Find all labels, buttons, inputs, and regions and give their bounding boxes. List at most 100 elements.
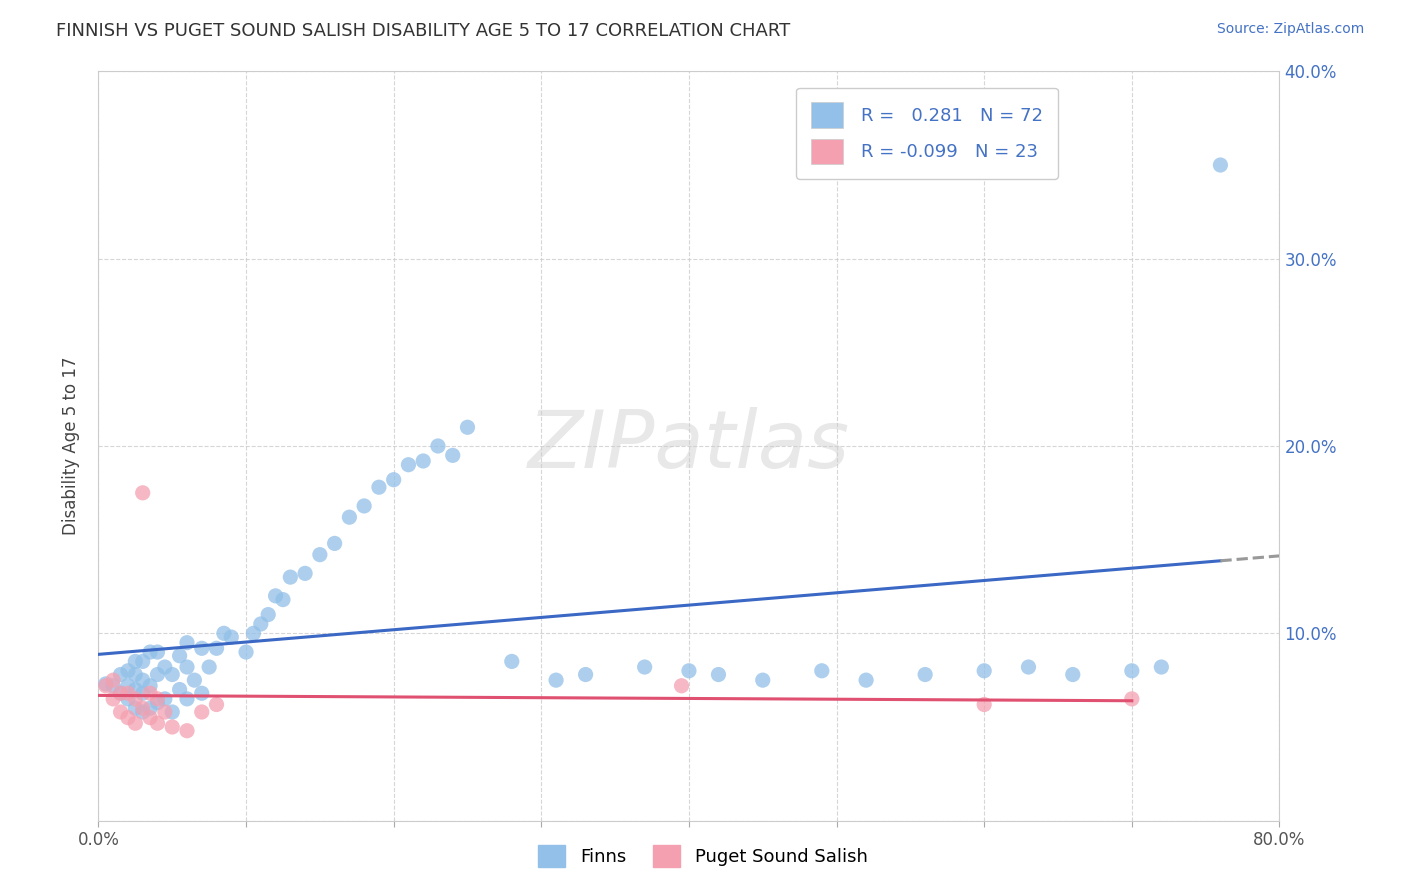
Legend: R =   0.281   N = 72, R = -0.099   N = 23: R = 0.281 N = 72, R = -0.099 N = 23 (796, 88, 1057, 178)
Point (191, 641, 214, 656)
Point (124, 655, 146, 669)
Point (914, 667, 936, 681)
Point (176, 635, 198, 649)
Point (124, 682, 146, 697)
Point (176, 692, 198, 706)
Point (169, 648, 191, 663)
Point (139, 679, 162, 693)
Point (235, 645, 257, 659)
Point (191, 705, 214, 719)
Point (124, 701, 146, 715)
Point (707, 667, 730, 681)
Point (368, 480, 391, 494)
Point (973, 698, 995, 712)
Point (1062, 667, 1084, 681)
Point (221, 630, 243, 644)
Point (146, 716, 169, 731)
Point (153, 705, 176, 719)
Point (94, 677, 117, 691)
Point (294, 566, 316, 581)
Point (382, 473, 405, 487)
Y-axis label: Disability Age 5 to 17: Disability Age 5 to 17 (62, 357, 80, 535)
Point (1121, 664, 1143, 678)
Point (427, 439, 450, 453)
Point (855, 673, 877, 688)
Point (546, 673, 568, 688)
Point (250, 617, 273, 632)
Point (398, 458, 420, 472)
Point (162, 667, 183, 681)
Point (146, 696, 169, 710)
Point (117, 664, 139, 678)
Point (1150, 660, 1173, 674)
Point (124, 692, 146, 706)
Text: FINNISH VS PUGET SOUND SALISH DISABILITY AGE 5 TO 17 CORRELATION CHART: FINNISH VS PUGET SOUND SALISH DISABILITY… (56, 22, 790, 40)
Point (973, 664, 995, 678)
Point (1121, 692, 1143, 706)
Point (139, 645, 162, 659)
Point (323, 536, 346, 550)
Text: Source: ZipAtlas.com: Source: ZipAtlas.com (1216, 22, 1364, 37)
Point (103, 673, 125, 688)
Point (94, 679, 117, 693)
Point (191, 686, 214, 700)
Point (162, 720, 183, 734)
Point (176, 660, 198, 674)
Point (280, 570, 302, 584)
Point (110, 686, 132, 700)
Point (153, 692, 176, 706)
Point (139, 686, 162, 700)
Point (124, 667, 146, 681)
Point (117, 692, 139, 706)
Point (110, 705, 132, 719)
Point (139, 701, 162, 715)
Point (353, 499, 375, 513)
Point (205, 698, 228, 712)
Point (271, 592, 294, 607)
Point (117, 679, 139, 693)
Point (132, 673, 155, 688)
Point (634, 660, 657, 674)
Point (242, 626, 264, 640)
Point (457, 420, 479, 434)
Point (309, 548, 332, 562)
Point (183, 673, 205, 688)
Point (117, 710, 139, 724)
Point (441, 449, 464, 463)
Point (146, 667, 169, 681)
Point (412, 454, 434, 468)
Point (132, 686, 155, 700)
Point (146, 645, 169, 659)
Point (678, 664, 700, 678)
Point (146, 692, 169, 706)
Point (103, 692, 125, 706)
Point (752, 673, 775, 688)
Point (132, 655, 155, 669)
Point (810, 664, 832, 678)
Point (264, 589, 287, 603)
Point (176, 723, 198, 738)
Legend: Finns, Puget Sound Salish: Finns, Puget Sound Salish (531, 838, 875, 874)
Point (339, 510, 361, 524)
Point (153, 660, 176, 674)
Point (162, 705, 183, 719)
Point (132, 701, 155, 715)
Point (1209, 158, 1232, 172)
Point (110, 686, 132, 700)
Point (198, 660, 221, 674)
Text: ZIPatlas: ZIPatlas (527, 407, 851, 485)
Point (501, 655, 523, 669)
Point (132, 486, 155, 500)
Point (117, 686, 139, 700)
Point (1018, 660, 1040, 674)
Point (212, 626, 235, 640)
Point (110, 667, 132, 681)
Point (139, 710, 162, 724)
Point (257, 607, 280, 622)
Point (124, 716, 146, 731)
Point (103, 679, 125, 693)
Point (205, 641, 228, 656)
Point (575, 667, 598, 681)
Point (671, 679, 693, 693)
Point (132, 705, 155, 719)
